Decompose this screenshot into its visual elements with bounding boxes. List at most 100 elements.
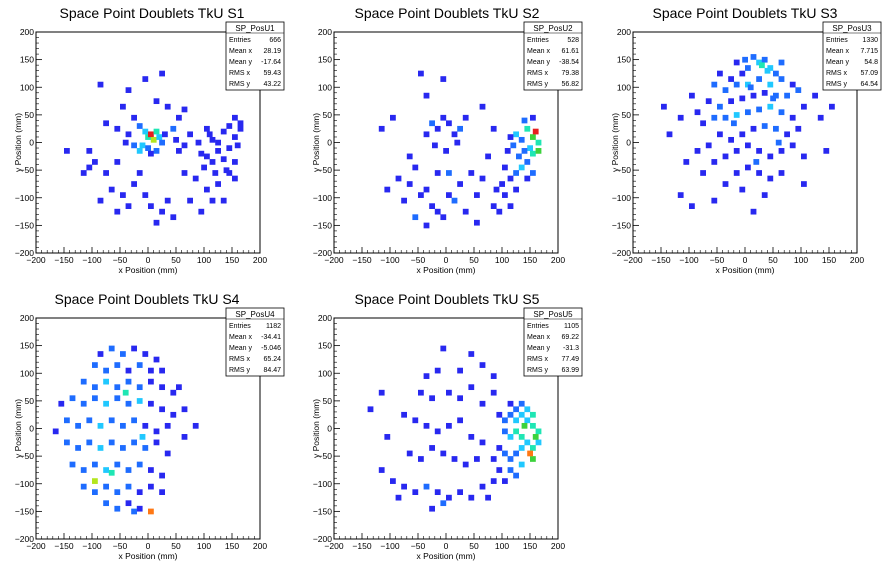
- heatmap-cell: [64, 417, 70, 424]
- heatmap-cell: [412, 164, 419, 171]
- heatmap-cell: [761, 56, 768, 63]
- y-tick-label: 150: [617, 55, 631, 65]
- heatmap-cell: [451, 456, 458, 462]
- heatmap-cell: [530, 170, 536, 176]
- heatmap-cell: [423, 422, 430, 429]
- heatmap-cell: [468, 494, 475, 501]
- y-tick-label: −200: [612, 248, 631, 258]
- chart-title: Space Point Doublets TkU S3: [653, 5, 838, 21]
- heatmap-cell: [739, 70, 746, 77]
- heatmap-cell: [784, 92, 790, 99]
- heatmap-cell: [507, 467, 514, 473]
- heatmap-cell: [103, 120, 109, 127]
- chart-panel-2: Space Point Doublets TkU S2−200 −150 −100−…: [311, 5, 583, 275]
- heatmap-cell: [204, 153, 210, 160]
- heatmap-cell: [446, 422, 452, 429]
- heatmap-cell: [164, 103, 171, 110]
- heatmap-cell: [750, 54, 757, 60]
- stats-label: Entries: [229, 323, 251, 330]
- heatmap-cell: [232, 114, 238, 121]
- heatmap-cell: [153, 219, 160, 226]
- heatmap-cell: [114, 461, 121, 468]
- heatmap-cell: [136, 170, 143, 176]
- x-tick-label: 50: [171, 541, 181, 551]
- heatmap-cell: [767, 153, 774, 160]
- heatmap-cell: [142, 76, 149, 82]
- x-tick-label: −150: [352, 541, 371, 551]
- stats-value: 63.99: [561, 367, 579, 374]
- y-tick-label: −100: [15, 193, 34, 203]
- heatmap-cell: [761, 123, 768, 129]
- stats-box-frame: [523, 21, 583, 91]
- heatmap-cell: [103, 467, 109, 473]
- stats-label: Mean x: [527, 334, 550, 341]
- x-tick-label: 0: [444, 541, 449, 551]
- y-tick-label: 200: [20, 313, 34, 323]
- stats-label: Mean x: [229, 334, 252, 341]
- heatmap-cell: [756, 170, 762, 176]
- heatmap-cell: [689, 92, 695, 99]
- heatmap-cell: [434, 170, 441, 176]
- y-tick-label: 100: [318, 82, 332, 92]
- heatmap-cell: [423, 92, 430, 99]
- heatmap-cell: [778, 148, 785, 154]
- heatmap-cell: [181, 106, 188, 113]
- heatmap-cell: [195, 139, 202, 146]
- heatmap-cell: [711, 159, 718, 165]
- heatmap-cell: [142, 351, 149, 357]
- heatmap-cell: [733, 81, 740, 88]
- heatmap-cell: [530, 456, 536, 462]
- heatmap-cell: [764, 67, 771, 74]
- heatmap-cell: [209, 136, 216, 143]
- heatmap-cell: [485, 153, 491, 160]
- heatmap-cell: [139, 434, 146, 440]
- heatmap-cell: [700, 120, 706, 127]
- stats-value: 666: [269, 37, 281, 44]
- heatmap-cell: [401, 197, 407, 204]
- heatmap-cell: [367, 406, 374, 413]
- heatmap-cell: [92, 461, 98, 468]
- heatmap-cell: [108, 186, 115, 193]
- stats-label: Entries: [527, 37, 549, 44]
- heatmap-cell: [69, 461, 76, 468]
- heatmap-cell: [378, 125, 385, 132]
- x-tick-label: 0: [444, 255, 449, 265]
- x-tick-label: 200: [253, 541, 267, 551]
- heatmap-cell: [120, 103, 126, 110]
- heatmap-cell: [711, 114, 718, 121]
- heatmap-cell: [434, 125, 441, 132]
- heatmap-cell: [801, 181, 807, 187]
- heatmap-cell: [474, 219, 480, 226]
- heatmap-cell: [689, 203, 695, 209]
- stats-label: Mean y: [229, 59, 252, 66]
- heatmap-cell: [125, 87, 132, 93]
- heatmap-cell: [778, 170, 785, 176]
- heatmap-cell: [711, 81, 718, 88]
- heatmap-cell: [759, 62, 765, 69]
- heatmap-cell: [468, 384, 475, 391]
- stats-value: -34.41: [261, 334, 281, 341]
- heatmap-cell: [406, 181, 413, 187]
- heatmap-cell: [532, 434, 539, 440]
- heatmap-cell: [103, 367, 109, 374]
- heatmap-cell: [108, 469, 115, 476]
- heatmap-cell: [742, 56, 748, 63]
- heatmap-cell: [395, 494, 402, 501]
- x-tick-label: −200: [623, 255, 642, 265]
- heatmap-cell: [390, 478, 396, 484]
- heatmap-cell: [432, 142, 438, 149]
- heatmap-cell: [666, 131, 673, 138]
- heatmap-cell: [159, 472, 165, 479]
- heatmap-cell: [474, 456, 480, 462]
- heatmap-cell: [423, 483, 430, 490]
- heatmap-cell: [490, 478, 497, 484]
- heatmap-cell: [518, 400, 525, 407]
- heatmap-cell: [97, 351, 104, 357]
- y-tick-label: 100: [318, 368, 332, 378]
- heatmap-cell: [434, 428, 441, 435]
- heatmap-cell: [159, 139, 165, 146]
- heatmap-cell: [145, 145, 151, 151]
- heatmap-cell: [756, 76, 762, 82]
- y-tick-label: 0: [327, 424, 332, 434]
- stats-box: SP_PosU3 Entries 1330 Mean x 7.715 Mean y 54.8…: [822, 21, 882, 91]
